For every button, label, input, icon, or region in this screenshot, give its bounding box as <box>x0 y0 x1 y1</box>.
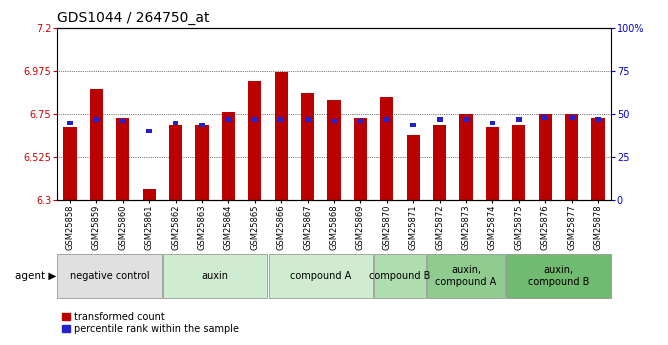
Bar <box>199 123 205 127</box>
Bar <box>279 117 284 121</box>
Bar <box>67 121 73 125</box>
Bar <box>275 72 288 200</box>
Bar <box>384 117 389 121</box>
Bar <box>196 125 208 200</box>
Text: GDS1044 / 264750_at: GDS1044 / 264750_at <box>57 11 209 25</box>
Bar <box>516 117 522 121</box>
Bar <box>568 115 574 120</box>
Bar <box>357 119 363 124</box>
Bar <box>463 117 469 121</box>
Bar <box>173 121 178 125</box>
Bar <box>57 254 162 298</box>
Bar <box>591 118 605 200</box>
Text: negative control: negative control <box>69 271 150 281</box>
Bar <box>331 119 337 124</box>
Text: compound B: compound B <box>369 271 431 281</box>
Bar <box>460 114 473 200</box>
Bar <box>327 100 341 200</box>
Bar <box>163 254 267 298</box>
Text: auxin,
compound B: auxin, compound B <box>528 265 589 287</box>
Text: compound A: compound A <box>290 271 351 281</box>
Bar <box>437 117 442 121</box>
Bar <box>63 127 77 200</box>
Bar <box>248 81 261 200</box>
Bar <box>542 115 548 120</box>
Bar <box>169 125 182 200</box>
Legend: transformed count, percentile rank within the sample: transformed count, percentile rank withi… <box>61 312 239 334</box>
Bar <box>380 97 393 200</box>
Bar <box>565 114 578 200</box>
Bar <box>354 118 367 200</box>
Text: agent ▶: agent ▶ <box>15 271 57 281</box>
Bar <box>490 121 495 125</box>
Bar <box>94 117 100 121</box>
Bar <box>116 118 130 200</box>
Bar <box>433 125 446 200</box>
Bar <box>222 112 235 200</box>
Bar <box>226 117 231 121</box>
Bar <box>90 89 103 200</box>
Bar <box>120 119 126 124</box>
Bar <box>486 127 499 200</box>
Bar <box>410 123 416 127</box>
Bar <box>506 254 611 298</box>
Bar <box>374 254 426 298</box>
Bar <box>142 189 156 200</box>
Bar <box>252 117 258 121</box>
Bar <box>305 117 311 121</box>
Text: auxin: auxin <box>202 271 228 281</box>
Bar <box>146 129 152 133</box>
Bar <box>512 125 526 200</box>
Bar <box>595 117 601 121</box>
Text: auxin,
compound A: auxin, compound A <box>436 265 496 287</box>
Bar <box>427 254 505 298</box>
Bar <box>538 114 552 200</box>
Bar <box>269 254 373 298</box>
Bar <box>301 93 314 200</box>
Bar <box>407 135 420 200</box>
